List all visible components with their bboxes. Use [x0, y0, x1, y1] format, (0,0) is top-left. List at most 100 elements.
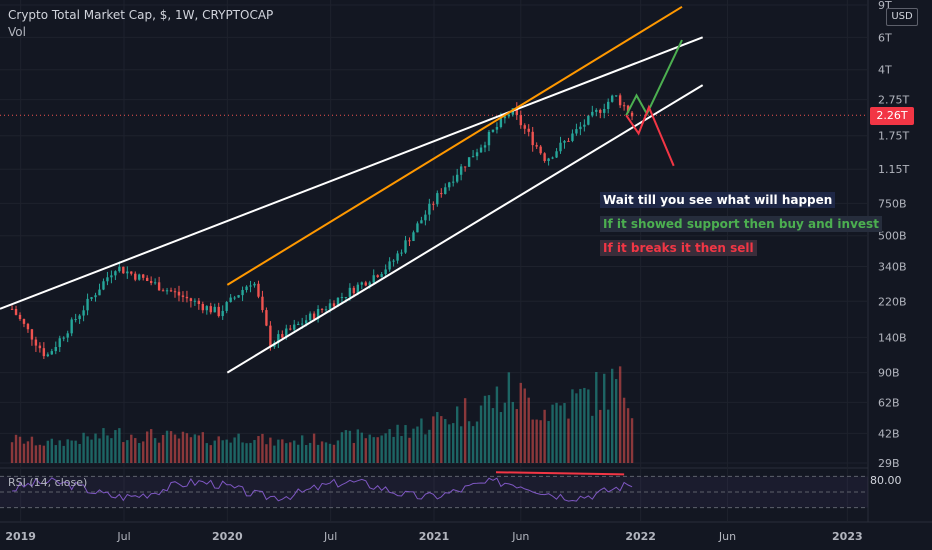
volume-bar: [269, 437, 272, 463]
y-tick-label: 220B: [878, 295, 907, 308]
volume-bar: [106, 435, 109, 463]
candle-body: [563, 140, 566, 143]
volume-bar: [475, 421, 479, 463]
candle-body: [408, 240, 411, 242]
drawing-overlays: [0, 5, 704, 374]
candle-body: [289, 328, 292, 330]
candle-body: [201, 303, 205, 311]
upper-trendline: [0, 36, 704, 310]
volume-bar: [70, 440, 73, 463]
candle-body: [455, 174, 459, 182]
candle-body: [400, 252, 403, 254]
volume-bar: [614, 379, 618, 463]
candlesticks: [10, 93, 634, 360]
volume-bar: [364, 438, 367, 463]
volume-bar: [622, 397, 626, 463]
candle-body: [463, 166, 467, 168]
candle-body: [440, 193, 443, 195]
candle-body: [495, 127, 499, 130]
volume-bar: [412, 428, 415, 463]
candle-body: [356, 284, 360, 294]
annotation-break[interactable]: If it breaks it then sell: [600, 240, 757, 256]
volume-bar: [293, 440, 296, 463]
x-tick-label: Jul: [116, 530, 130, 543]
volume-bar: [523, 388, 526, 463]
volume-bar: [281, 439, 284, 463]
volume-bar: [575, 393, 578, 463]
candle-body: [78, 315, 81, 320]
y-tick-label: 4T: [878, 64, 892, 77]
candle-body: [614, 95, 618, 97]
candle-body: [130, 271, 133, 274]
volume-bar: [62, 445, 65, 463]
volume-bar: [428, 429, 431, 463]
candle-body: [304, 320, 308, 324]
volume-bar: [380, 435, 383, 463]
volume-bar: [547, 421, 550, 463]
volume-bar: [261, 433, 264, 463]
volume-bar: [392, 436, 395, 463]
candle-body: [539, 146, 542, 154]
candle-body: [145, 277, 149, 282]
volume-bar: [440, 416, 443, 463]
volume-bar: [396, 424, 399, 463]
candle-body: [630, 112, 634, 117]
volume-bar: [320, 441, 324, 463]
candle-body: [555, 151, 558, 158]
y-tick-label: 29B: [878, 457, 900, 470]
volume-bar: [567, 418, 570, 463]
candle-body: [189, 298, 193, 302]
volume-bar: [348, 430, 352, 463]
candle-body: [340, 296, 344, 298]
candle-body: [245, 286, 248, 291]
annotation-wait[interactable]: Wait till you see what will happen: [600, 192, 836, 208]
y-tick-label: 340B: [878, 261, 907, 274]
candle-body: [436, 193, 439, 205]
volume-bar: [38, 444, 42, 463]
volume-bar: [416, 426, 419, 463]
volume-bar: [459, 426, 463, 463]
volume-bar: [237, 433, 240, 463]
volume-bar: [432, 416, 435, 463]
candle-body: [551, 157, 554, 159]
volume-bar: [535, 419, 538, 463]
candle-body: [74, 319, 77, 321]
candle-body: [213, 306, 216, 313]
currency-button[interactable]: USD: [886, 8, 918, 26]
volume-bar: [169, 431, 173, 463]
candle-body: [229, 297, 232, 303]
candle-body: [300, 323, 304, 325]
candle-body: [50, 351, 53, 355]
volume-bar: [515, 409, 518, 463]
volume-bar: [153, 438, 157, 463]
candle-body: [332, 303, 336, 307]
candle-body: [285, 328, 288, 338]
y-tick-label: 42B: [878, 427, 900, 440]
volume-bar: [46, 440, 50, 463]
bearish-projection: [625, 104, 675, 167]
volume-bar: [384, 433, 387, 463]
volume-bar: [595, 372, 598, 463]
volume-bar: [452, 423, 455, 463]
volume-bar: [193, 434, 197, 463]
volume-bar: [126, 440, 129, 463]
candle-body: [388, 261, 391, 270]
volume-bar: [626, 408, 630, 463]
candle-body: [149, 281, 153, 284]
candle-body: [559, 142, 562, 152]
x-tick-label: 2019: [5, 530, 36, 543]
volume-bar: [197, 435, 201, 463]
volume-bar: [54, 445, 57, 463]
volume-bar: [273, 445, 276, 463]
volume-bar: [285, 443, 288, 463]
annotation-support[interactable]: If it showed support then buy and invest: [600, 216, 882, 232]
candle-body: [297, 323, 300, 325]
candle-body: [519, 114, 522, 126]
volume-bar: [555, 402, 558, 463]
volume-bar: [277, 439, 280, 463]
candle-body: [197, 300, 201, 304]
candle-body: [110, 275, 113, 278]
candle-body: [312, 313, 316, 319]
x-tick-label: Jul: [323, 530, 337, 543]
